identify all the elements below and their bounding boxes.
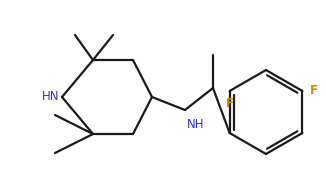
Text: F: F: [310, 84, 319, 98]
Text: HN: HN: [41, 90, 59, 104]
Text: F: F: [226, 97, 234, 110]
Text: NH: NH: [187, 118, 204, 131]
